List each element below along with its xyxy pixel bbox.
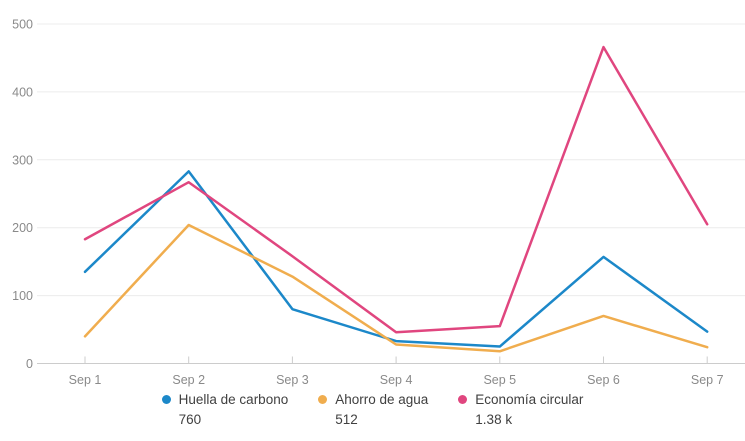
legend-value: 760: [178, 412, 202, 427]
x-axis-label: Sep 1: [69, 373, 102, 387]
legend-marker-icon: [458, 395, 468, 404]
x-axis-label: Sep 3: [276, 373, 309, 387]
legend-item-header: Economía circular: [458, 391, 583, 408]
legend-label: Economía circular: [475, 392, 584, 407]
legend-label: Ahorro de agua: [335, 392, 429, 407]
legend-item-header: Huella de carbono: [161, 391, 289, 408]
legend-marker-icon: [161, 395, 171, 404]
y-axis-label: 500: [12, 18, 33, 32]
legend-item[interactable]: Huella de carbono 760: [161, 391, 289, 428]
y-axis-label: 100: [12, 289, 33, 303]
y-axis-label: 300: [12, 153, 33, 167]
legend-item[interactable]: Ahorro de agua 512: [318, 391, 428, 428]
y-axis-label: 0: [26, 357, 33, 371]
x-axis-label: Sep 5: [483, 373, 516, 387]
chart-legend: Huella de carbono 760 Ahorro de agua 512 Eco…: [0, 391, 745, 428]
legend-marker-icon: [318, 395, 328, 404]
y-axis-label: 400: [12, 85, 33, 99]
y-axis-label: 200: [12, 221, 33, 235]
x-axis-label: Sep 7: [691, 373, 724, 387]
series-line-ahorro-de-agua: [83, 223, 709, 353]
x-axis-label: Sep 2: [172, 373, 205, 387]
x-axis-label: Sep 6: [587, 373, 620, 387]
legend-label: Huella de carbono: [178, 392, 289, 407]
x-axis-label: Sep 4: [380, 373, 413, 387]
legend-value: 1.38 k: [475, 412, 513, 427]
legend-item-header: Ahorro de agua: [318, 391, 428, 408]
legend-value: 512: [335, 412, 358, 427]
legend-item[interactable]: Economía circular 1.38 k: [458, 391, 583, 428]
series-line-economia-circular: [83, 45, 709, 334]
series-line-huella-de-carbono: [83, 170, 709, 348]
chart-canvas[interactable]: 0 100 200 300 400 500 Sep 1 Sep 2 Sep 3 Sep 4 Sep …: [0, 0, 745, 391]
